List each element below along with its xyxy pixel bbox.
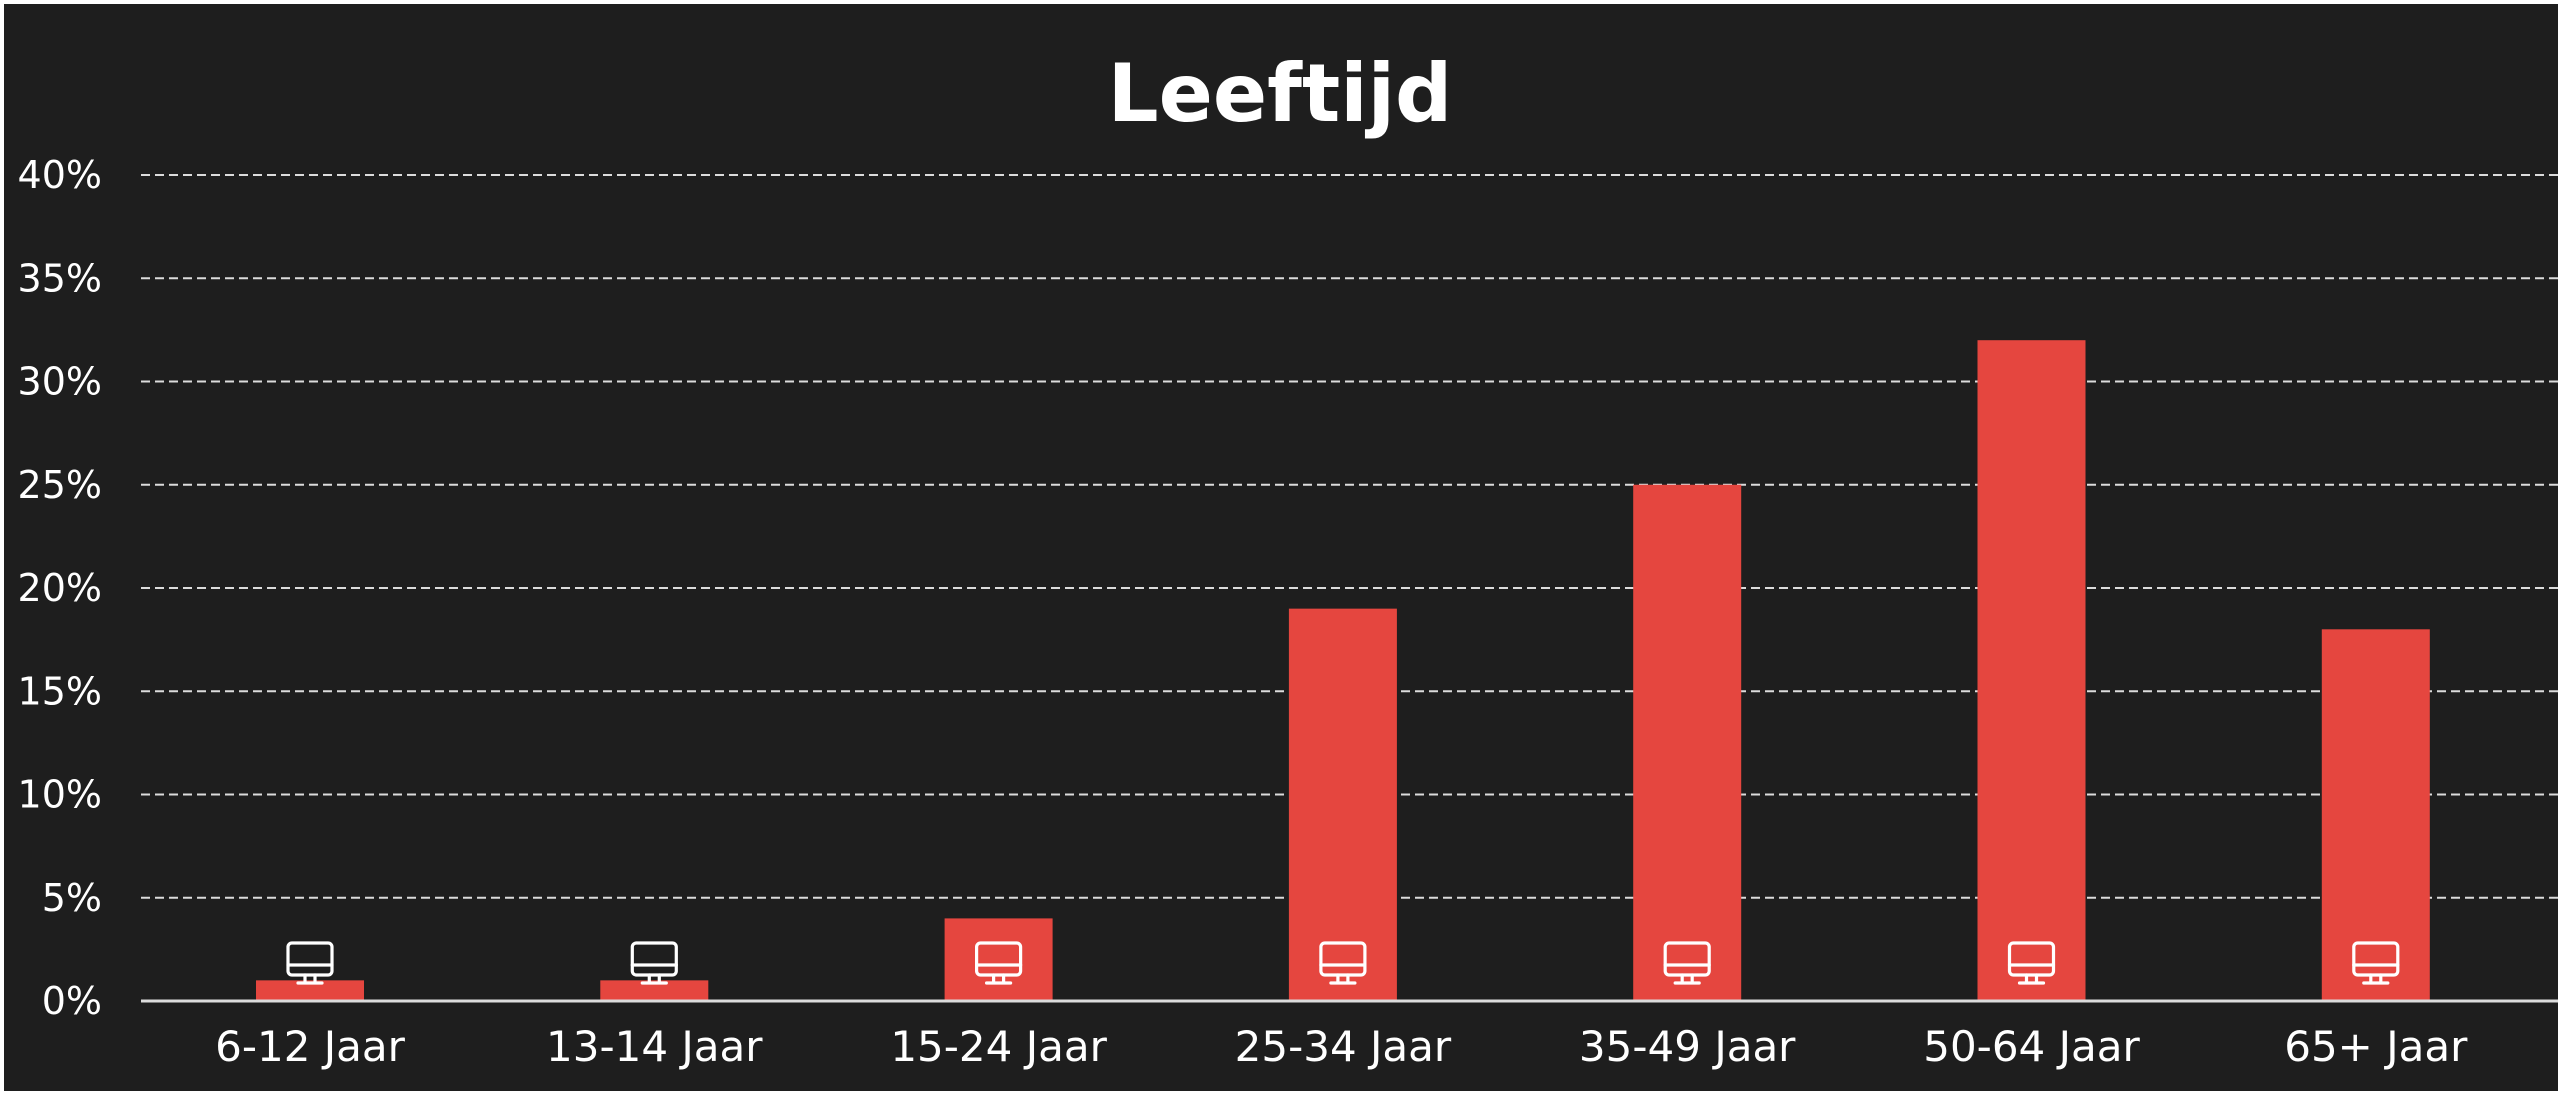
monitor-icon <box>286 941 334 985</box>
y-tick-label: 35% <box>18 256 102 300</box>
y-tick-label: 40% <box>18 153 102 197</box>
x-tick-label: 35-49 Jaar <box>1579 1022 1796 1071</box>
bar <box>944 918 1053 1001</box>
monitor-icon <box>2352 941 2400 985</box>
y-tick-label: 25% <box>18 463 102 507</box>
bar <box>1633 484 1742 1001</box>
bars <box>256 340 2430 1001</box>
x-axis: 6-12 Jaar 13-14 Jaar 15-24 Jaar 25-34 Jaar 3… <box>141 999 2558 1071</box>
chart-title: Leeftijd <box>1108 47 1453 140</box>
monitor-icon <box>1319 941 1367 985</box>
monitor-icon <box>630 941 678 985</box>
monitor-icon <box>1663 941 1711 985</box>
y-tick-label: 0% <box>42 979 102 1023</box>
bar-chart: Leeftijd 0% 5% 10% 15% 20% 25% 30% 35% 40% 6-12 … <box>18 47 2558 1071</box>
y-axis: 0% 5% 10% 15% 20% 25% 30% 35% 40% <box>18 153 102 1023</box>
x-tick-label: 15-24 Jaar <box>890 1022 1107 1071</box>
y-tick-label: 15% <box>18 669 102 713</box>
x-tick-label: 65+ Jaar <box>2284 1022 2468 1071</box>
monitor-icon <box>974 941 1023 985</box>
bar <box>2321 629 2430 1001</box>
bar <box>600 980 709 1001</box>
x-tick-label: 6-12 Jaar <box>215 1022 406 1071</box>
y-tick-label: 5% <box>42 876 102 920</box>
y-tick-label: 30% <box>18 360 102 404</box>
bar <box>1288 608 1397 1001</box>
monitor-icon <box>2007 941 2056 985</box>
x-tick-label: 50-64 Jaar <box>1923 1022 2140 1071</box>
y-tick-label: 20% <box>18 566 102 610</box>
bar <box>256 980 364 1001</box>
x-tick-label: 13-14 Jaar <box>546 1022 763 1071</box>
bar <box>1977 340 2086 1001</box>
x-tick-label: 25-34 Jaar <box>1235 1022 1452 1071</box>
y-tick-label: 10% <box>18 773 102 817</box>
